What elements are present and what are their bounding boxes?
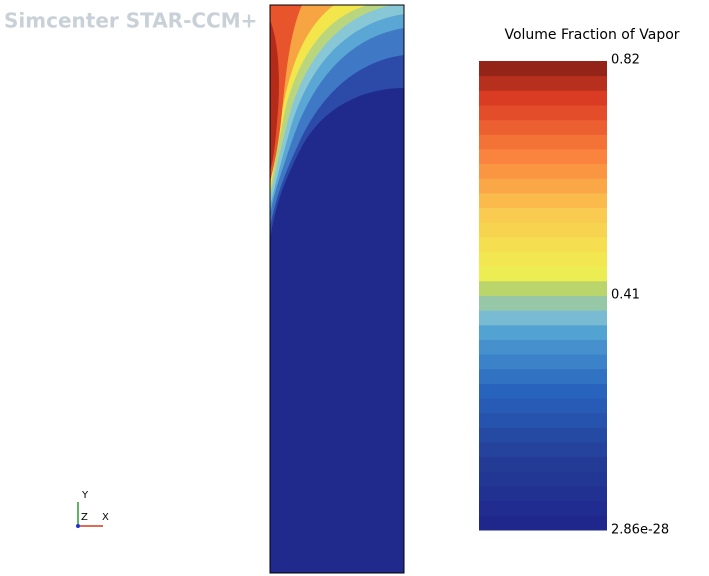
- axis-triad: Y Z X: [76, 490, 109, 528]
- color-band: [479, 368, 607, 384]
- color-band: [479, 178, 607, 194]
- color-band: [479, 61, 607, 77]
- triad-z-axis: [76, 524, 80, 528]
- domain-outline: [269, 4, 405, 574]
- color-bar: [479, 61, 607, 531]
- color-band: [479, 236, 607, 253]
- color-band: [479, 398, 607, 414]
- app-watermark: Simcenter STAR-CCM+: [4, 9, 257, 33]
- color-band: [479, 192, 607, 209]
- triad-label: Z: [81, 512, 88, 523]
- contour-band: [270, 5, 302, 182]
- color-band: [479, 163, 607, 179]
- color-band: [479, 427, 607, 443]
- contour-band: [270, 20, 279, 172]
- legend-label: 0.41: [611, 288, 640, 303]
- color-band: [479, 310, 607, 326]
- color-band: [479, 471, 607, 487]
- color-band: [479, 500, 607, 516]
- color-band: [479, 280, 607, 296]
- legend-title: Volume Fraction of Vapor: [504, 27, 679, 43]
- color-band: [479, 104, 607, 121]
- triad-label: Y: [81, 490, 89, 501]
- color-band: [479, 295, 607, 311]
- color-band: [479, 119, 607, 135]
- color-band: [479, 442, 607, 458]
- color-band: [479, 339, 607, 355]
- legend-label: 2.86e-28: [611, 523, 669, 538]
- color-band: [479, 75, 607, 91]
- color-band: [479, 90, 607, 106]
- color-band: [479, 412, 607, 428]
- legend-label: 0.82: [611, 53, 640, 68]
- color-band: [479, 207, 607, 223]
- color-band: [479, 148, 607, 165]
- color-band: [479, 222, 607, 238]
- color-band: [479, 383, 607, 399]
- color-band: [479, 251, 607, 267]
- color-band: [479, 456, 607, 472]
- contour-plot: [269, 4, 405, 574]
- color-band: [479, 266, 607, 282]
- color-band: [479, 324, 607, 340]
- color-band: [479, 134, 607, 150]
- triad-label: X: [102, 512, 109, 523]
- color-band: [479, 354, 607, 370]
- color-band: [479, 486, 607, 502]
- color-band: [479, 515, 607, 531]
